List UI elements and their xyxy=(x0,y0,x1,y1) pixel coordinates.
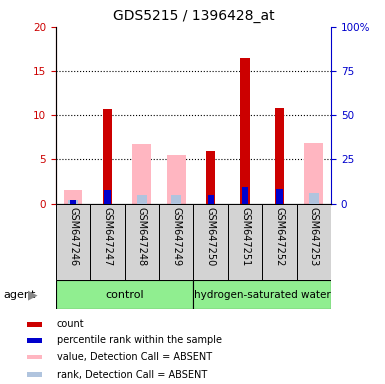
Text: GSM647248: GSM647248 xyxy=(137,207,147,266)
Bar xyxy=(159,204,194,280)
Bar xyxy=(240,58,250,204)
Bar xyxy=(70,200,76,204)
Text: ▶: ▶ xyxy=(28,288,37,301)
Text: percentile rank within the sample: percentile rank within the sample xyxy=(57,335,222,345)
Bar xyxy=(297,204,331,280)
Bar xyxy=(305,144,323,204)
Text: count: count xyxy=(57,319,84,329)
Title: GDS5215 / 1396428_at: GDS5215 / 1396428_at xyxy=(113,9,274,23)
Bar xyxy=(137,195,147,204)
Bar xyxy=(167,155,186,204)
Bar xyxy=(194,204,228,280)
Bar xyxy=(228,204,262,280)
Bar xyxy=(56,204,90,280)
Bar xyxy=(27,322,42,326)
Bar xyxy=(208,195,214,204)
Bar xyxy=(27,372,42,377)
Bar xyxy=(90,204,125,280)
Bar xyxy=(27,355,42,359)
Bar xyxy=(171,195,181,204)
Bar xyxy=(103,109,112,204)
Text: GSM647250: GSM647250 xyxy=(206,207,216,266)
Text: control: control xyxy=(105,290,144,300)
Bar xyxy=(64,190,82,204)
Text: GSM647251: GSM647251 xyxy=(240,207,250,266)
Bar xyxy=(194,280,331,309)
Bar xyxy=(242,187,248,204)
Bar xyxy=(262,204,297,280)
Bar xyxy=(206,151,216,204)
Bar xyxy=(68,200,78,204)
Bar xyxy=(27,338,42,343)
Bar xyxy=(104,190,110,204)
Bar xyxy=(276,189,283,204)
Text: GSM647253: GSM647253 xyxy=(309,207,319,266)
Text: hydrogen-saturated water: hydrogen-saturated water xyxy=(194,290,331,300)
Bar xyxy=(125,204,159,280)
Bar xyxy=(56,280,194,309)
Text: rank, Detection Call = ABSENT: rank, Detection Call = ABSENT xyxy=(57,369,207,379)
Bar xyxy=(309,194,319,204)
Text: value, Detection Call = ABSENT: value, Detection Call = ABSENT xyxy=(57,352,212,362)
Text: GSM647246: GSM647246 xyxy=(68,207,78,266)
Bar xyxy=(275,108,284,204)
Text: GSM647249: GSM647249 xyxy=(171,207,181,266)
Text: GSM647247: GSM647247 xyxy=(102,207,112,266)
Text: GSM647252: GSM647252 xyxy=(275,207,285,267)
Bar xyxy=(132,144,151,204)
Text: agent: agent xyxy=(4,290,36,300)
